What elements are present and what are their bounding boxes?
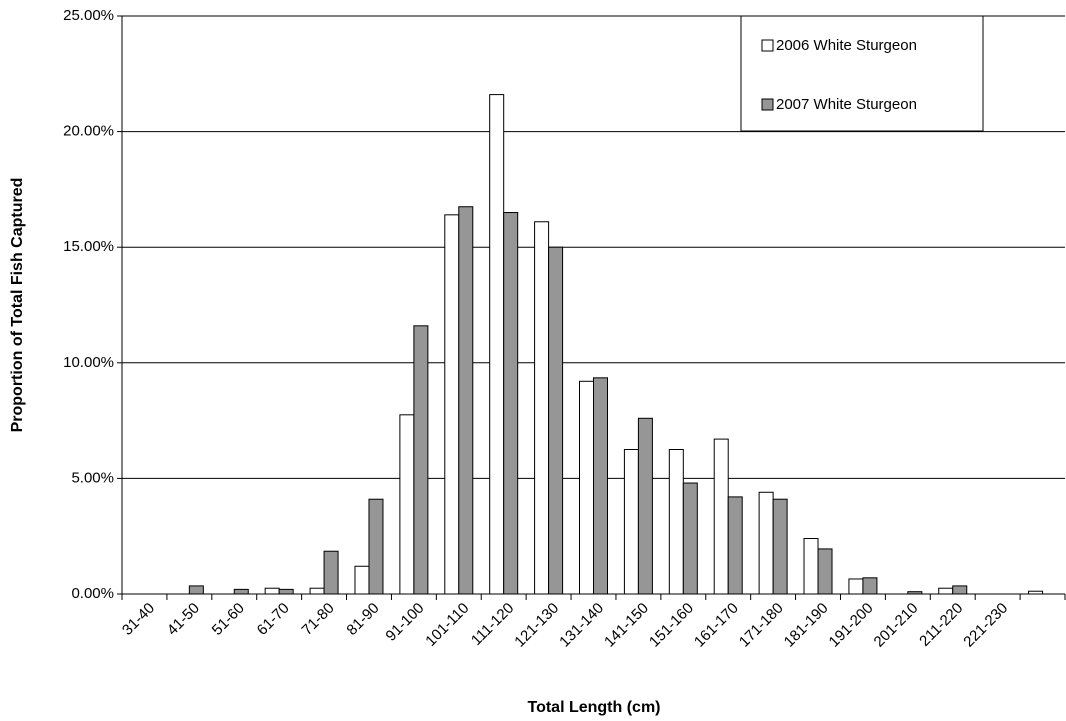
bar (399, 414, 415, 595)
y-tick-label: 0.00% (71, 585, 114, 602)
bar (489, 94, 505, 595)
x-tick-label: 81-90 (343, 600, 382, 639)
x-tick-label: 131-140 (556, 600, 607, 651)
x-tick-label: 91-100 (382, 600, 427, 645)
legend-label: 2006 White Sturgeon (776, 37, 917, 54)
y-tick-label: 5.00% (71, 469, 114, 486)
x-tick-label: 121-130 (511, 600, 562, 651)
bar (323, 550, 339, 595)
y-tick-label: 20.00% (63, 123, 114, 140)
x-tick-label: 211-220 (916, 600, 966, 650)
bar (413, 325, 429, 595)
bar (668, 449, 684, 595)
legend-box (740, 15, 984, 132)
x-tick-label: 151-160 (646, 600, 697, 651)
x-tick-label: 61-70 (254, 600, 293, 639)
x-tick-label: 101-110 (422, 600, 472, 650)
x-tick-label: 51-60 (209, 600, 248, 639)
bar (758, 491, 774, 595)
bar (278, 588, 294, 595)
bar (458, 206, 474, 595)
y-tick-label: 15.00% (63, 238, 114, 255)
bar (233, 588, 249, 595)
bar (593, 377, 608, 595)
bar (938, 587, 954, 595)
x-tick-label: 171-180 (736, 600, 787, 651)
bar (444, 214, 460, 595)
x-tick-label: 221-230 (960, 600, 1011, 651)
bar (907, 591, 923, 595)
x-tick-label: 201-210 (871, 600, 922, 651)
bar (817, 548, 833, 595)
bar (682, 482, 698, 595)
bar (727, 496, 743, 595)
bar (862, 577, 878, 595)
bar (803, 538, 819, 595)
bar (354, 565, 370, 595)
bar (548, 246, 564, 595)
legend-swatch (761, 98, 774, 111)
x-tick-label: 71-80 (299, 600, 338, 639)
bar (623, 449, 639, 595)
bar (713, 438, 729, 595)
x-axis-title: Total Length (cm) (527, 699, 660, 716)
legend-swatch (761, 39, 774, 52)
bar (534, 221, 550, 595)
bar (1028, 590, 1044, 595)
bar (848, 578, 864, 595)
bar (637, 417, 653, 595)
bar (264, 587, 280, 595)
legend-label: 2007 White Sturgeon (776, 96, 917, 113)
x-tick-label: 41-50 (164, 600, 203, 639)
x-tick-label: 31-40 (119, 600, 158, 639)
x-tick-label: 141-150 (601, 600, 652, 651)
x-tick-label: 191-200 (826, 600, 877, 651)
bar (952, 585, 968, 595)
bar (309, 587, 325, 595)
y-tick-label: 25.00% (63, 7, 114, 24)
x-tick-label: 181-190 (781, 600, 832, 651)
y-tick-label: 10.00% (63, 354, 114, 371)
x-tick-label: 161-170 (691, 600, 742, 651)
bar (772, 498, 788, 595)
y-axis-title: Proportion of Total Fish Captured (9, 178, 26, 433)
bar (188, 585, 204, 595)
bar (368, 498, 384, 595)
bar (503, 212, 519, 595)
x-tick-label: 111-120 (468, 600, 517, 649)
bar (579, 380, 594, 595)
